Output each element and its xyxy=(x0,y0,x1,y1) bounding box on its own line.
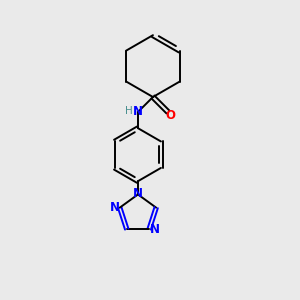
Text: O: O xyxy=(165,109,175,122)
Text: N: N xyxy=(133,187,143,200)
Text: N: N xyxy=(149,223,160,236)
Text: N: N xyxy=(110,201,119,214)
Text: N: N xyxy=(133,105,143,118)
Text: H: H xyxy=(125,106,132,116)
